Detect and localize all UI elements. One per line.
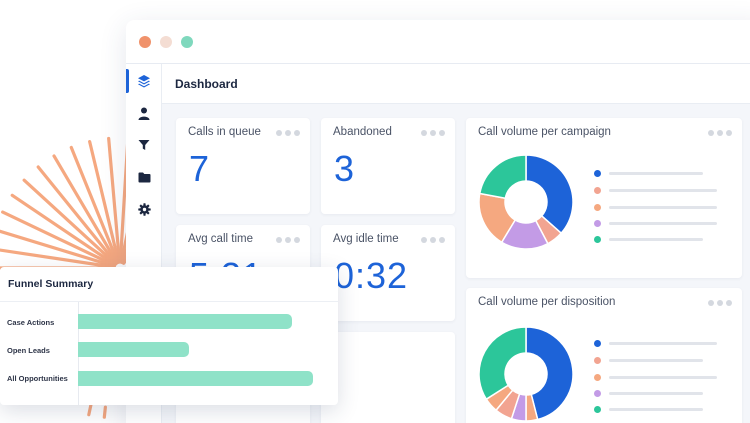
legend-swatch	[594, 187, 601, 194]
decorative-ray	[0, 248, 116, 269]
abandoned-value: 3	[334, 148, 356, 189]
donut-slice	[478, 154, 527, 200]
funnel-bar-open-leads	[78, 342, 189, 357]
donut-slice	[525, 326, 574, 421]
sidebar-item-settings[interactable]	[126, 194, 162, 224]
more-options-button[interactable]	[421, 237, 445, 243]
calls-in-queue-value: 7	[189, 148, 211, 189]
funnel-label-case-actions: Case Actions	[7, 318, 55, 327]
legend-label-placeholder	[609, 189, 717, 192]
legend-swatch	[594, 340, 601, 347]
disposition-donut-chart	[478, 326, 574, 422]
campaign-chart-card: Call volume per campaign	[466, 118, 742, 278]
decorative-ray	[107, 136, 122, 264]
avg-idle-time-value: 0:32	[334, 255, 409, 296]
legend-label-placeholder	[609, 408, 703, 411]
card-title: Abandoned	[333, 126, 392, 138]
top-bar: Dashboard	[162, 64, 750, 104]
window-close-button[interactable]	[139, 35, 151, 48]
sidebar-item-users[interactable]	[126, 98, 162, 128]
legend-item	[594, 340, 717, 347]
legend-label-placeholder	[609, 392, 703, 395]
legend-item	[594, 236, 703, 243]
legend-label-placeholder	[609, 359, 703, 362]
funnel-label-open-leads: Open Leads	[7, 346, 50, 355]
legend-label-placeholder	[609, 222, 717, 225]
funnel-label-all-opportunities: All Opportunities	[7, 374, 68, 383]
card-title: Avg idle time	[333, 233, 399, 245]
legend-label-placeholder	[609, 172, 703, 175]
funnel-bar-case-actions	[78, 314, 292, 329]
card-title: Avg call time	[188, 233, 253, 245]
more-options-button[interactable]	[276, 130, 300, 136]
legend-item	[594, 390, 703, 397]
legend-item	[594, 357, 703, 364]
decorative-ray	[10, 193, 117, 267]
legend-label-placeholder	[609, 238, 703, 241]
disposition-chart-card: Call volume per disposition	[466, 288, 742, 423]
legend-item	[594, 204, 717, 211]
window-maximize-button[interactable]	[181, 35, 193, 48]
decorative-ray	[88, 139, 121, 264]
decorative-ray	[102, 405, 107, 419]
page-title: Dashboard	[175, 76, 238, 91]
legend-swatch	[594, 220, 601, 227]
chart-title: Call volume per disposition	[478, 296, 616, 308]
more-options-button[interactable]	[421, 130, 445, 136]
legend-swatch	[594, 357, 601, 364]
avg-idle-time-card: Avg idle time 0:32	[321, 225, 455, 321]
legend-item	[594, 406, 703, 413]
campaign-donut-chart	[478, 154, 574, 250]
funnel-bar-all-opportunities	[78, 371, 313, 386]
donut-slice	[478, 326, 527, 401]
decorative-ray	[36, 165, 118, 265]
decorative-ray	[22, 178, 118, 266]
legend-swatch	[594, 390, 601, 397]
funnel-header: Funnel Summary	[0, 267, 338, 302]
decorative-ray	[69, 145, 120, 265]
empty-card	[321, 332, 455, 423]
sidebar-item-files[interactable]	[126, 162, 162, 192]
legend-item	[594, 374, 717, 381]
funnel-title: Funnel Summary	[8, 278, 94, 290]
title-bar	[126, 20, 750, 64]
legend-swatch	[594, 374, 601, 381]
legend-item	[594, 187, 717, 194]
chart-title: Call volume per campaign	[478, 126, 611, 138]
sidebar-item-dashboard[interactable]	[126, 66, 162, 96]
more-options-button[interactable]	[708, 300, 732, 306]
funnel-summary-card: Funnel Summary Case Actions Open Leads A…	[0, 267, 338, 405]
legend-swatch	[594, 406, 601, 413]
more-options-button[interactable]	[276, 237, 300, 243]
decorative-ray	[0, 229, 116, 268]
legend-label-placeholder	[609, 376, 717, 379]
card-title: Calls in queue	[188, 126, 261, 138]
more-options-button[interactable]	[708, 130, 732, 136]
calls-in-queue-card: Calls in queue 7	[176, 118, 310, 214]
gear-icon	[137, 202, 151, 216]
legend-item	[594, 220, 717, 227]
legend-label-placeholder	[609, 342, 717, 345]
sidebar-item-filter[interactable]	[126, 130, 162, 160]
decorative-ray	[87, 403, 93, 417]
legend-swatch	[594, 170, 601, 177]
user-icon	[138, 107, 150, 120]
abandoned-card: Abandoned 3	[321, 118, 455, 214]
filter-icon	[138, 140, 150, 150]
legend-item	[594, 170, 703, 177]
legend-label-placeholder	[609, 206, 717, 209]
legend-swatch	[594, 236, 601, 243]
donut-slice	[525, 154, 574, 235]
legend-swatch	[594, 204, 601, 211]
window-minimize-button[interactable]	[160, 35, 172, 48]
decorative-ray	[52, 154, 119, 265]
folder-icon	[138, 172, 150, 182]
decorative-ray	[1, 210, 117, 268]
layers-icon	[138, 75, 150, 88]
